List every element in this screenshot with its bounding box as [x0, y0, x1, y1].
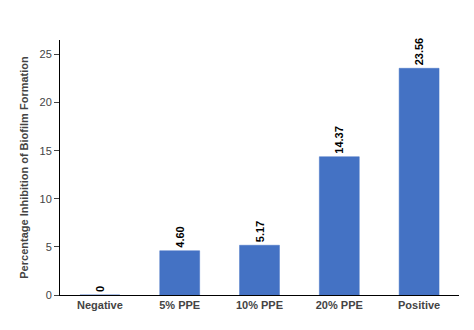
- svg-text:14.37: 14.37: [333, 126, 345, 154]
- svg-text:23.56: 23.56: [413, 38, 425, 66]
- svg-text:10: 10: [40, 193, 52, 205]
- svg-text:20% PPE: 20% PPE: [316, 299, 363, 311]
- svg-text:Negative: Negative: [77, 299, 123, 311]
- svg-text:10% PPE: 10% PPE: [236, 299, 283, 311]
- svg-text:25: 25: [40, 48, 52, 60]
- svg-text:15: 15: [40, 145, 52, 157]
- svg-text:5% PPE: 5% PPE: [159, 299, 200, 311]
- svg-text:Positive: Positive: [398, 299, 440, 311]
- svg-text:0: 0: [46, 289, 52, 301]
- svg-text:0: 0: [94, 286, 106, 292]
- svg-text:4.60: 4.60: [174, 226, 186, 247]
- svg-text:20: 20: [40, 96, 52, 108]
- svg-text:5.17: 5.17: [254, 221, 266, 242]
- svg-text:Percentage Inhibition of Biofi: Percentage Inhibition of Biofilm Formati…: [18, 56, 30, 279]
- svg-text:5: 5: [46, 241, 52, 253]
